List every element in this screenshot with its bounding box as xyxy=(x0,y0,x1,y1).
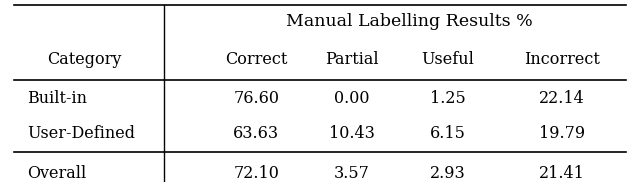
Text: 6.15: 6.15 xyxy=(429,124,465,142)
Text: 19.79: 19.79 xyxy=(539,124,585,142)
Text: Built-in: Built-in xyxy=(27,90,87,107)
Text: 10.43: 10.43 xyxy=(329,124,375,142)
Text: 76.60: 76.60 xyxy=(233,90,279,107)
Text: Incorrect: Incorrect xyxy=(524,51,600,68)
Text: 3.57: 3.57 xyxy=(334,165,370,182)
Text: Useful: Useful xyxy=(421,51,474,68)
Text: Category: Category xyxy=(47,51,122,68)
Text: Correct: Correct xyxy=(225,51,287,68)
Text: 72.10: 72.10 xyxy=(234,165,279,182)
Text: User-Defined: User-Defined xyxy=(27,124,135,142)
Text: Partial: Partial xyxy=(325,51,379,68)
Text: 21.41: 21.41 xyxy=(540,165,585,182)
Text: Overall: Overall xyxy=(27,165,86,182)
Text: 63.63: 63.63 xyxy=(233,124,279,142)
Text: 0.00: 0.00 xyxy=(334,90,370,107)
Text: 22.14: 22.14 xyxy=(540,90,585,107)
Text: 2.93: 2.93 xyxy=(429,165,465,182)
Text: Manual Labelling Results %: Manual Labelling Results % xyxy=(286,13,532,30)
Text: 1.25: 1.25 xyxy=(429,90,465,107)
